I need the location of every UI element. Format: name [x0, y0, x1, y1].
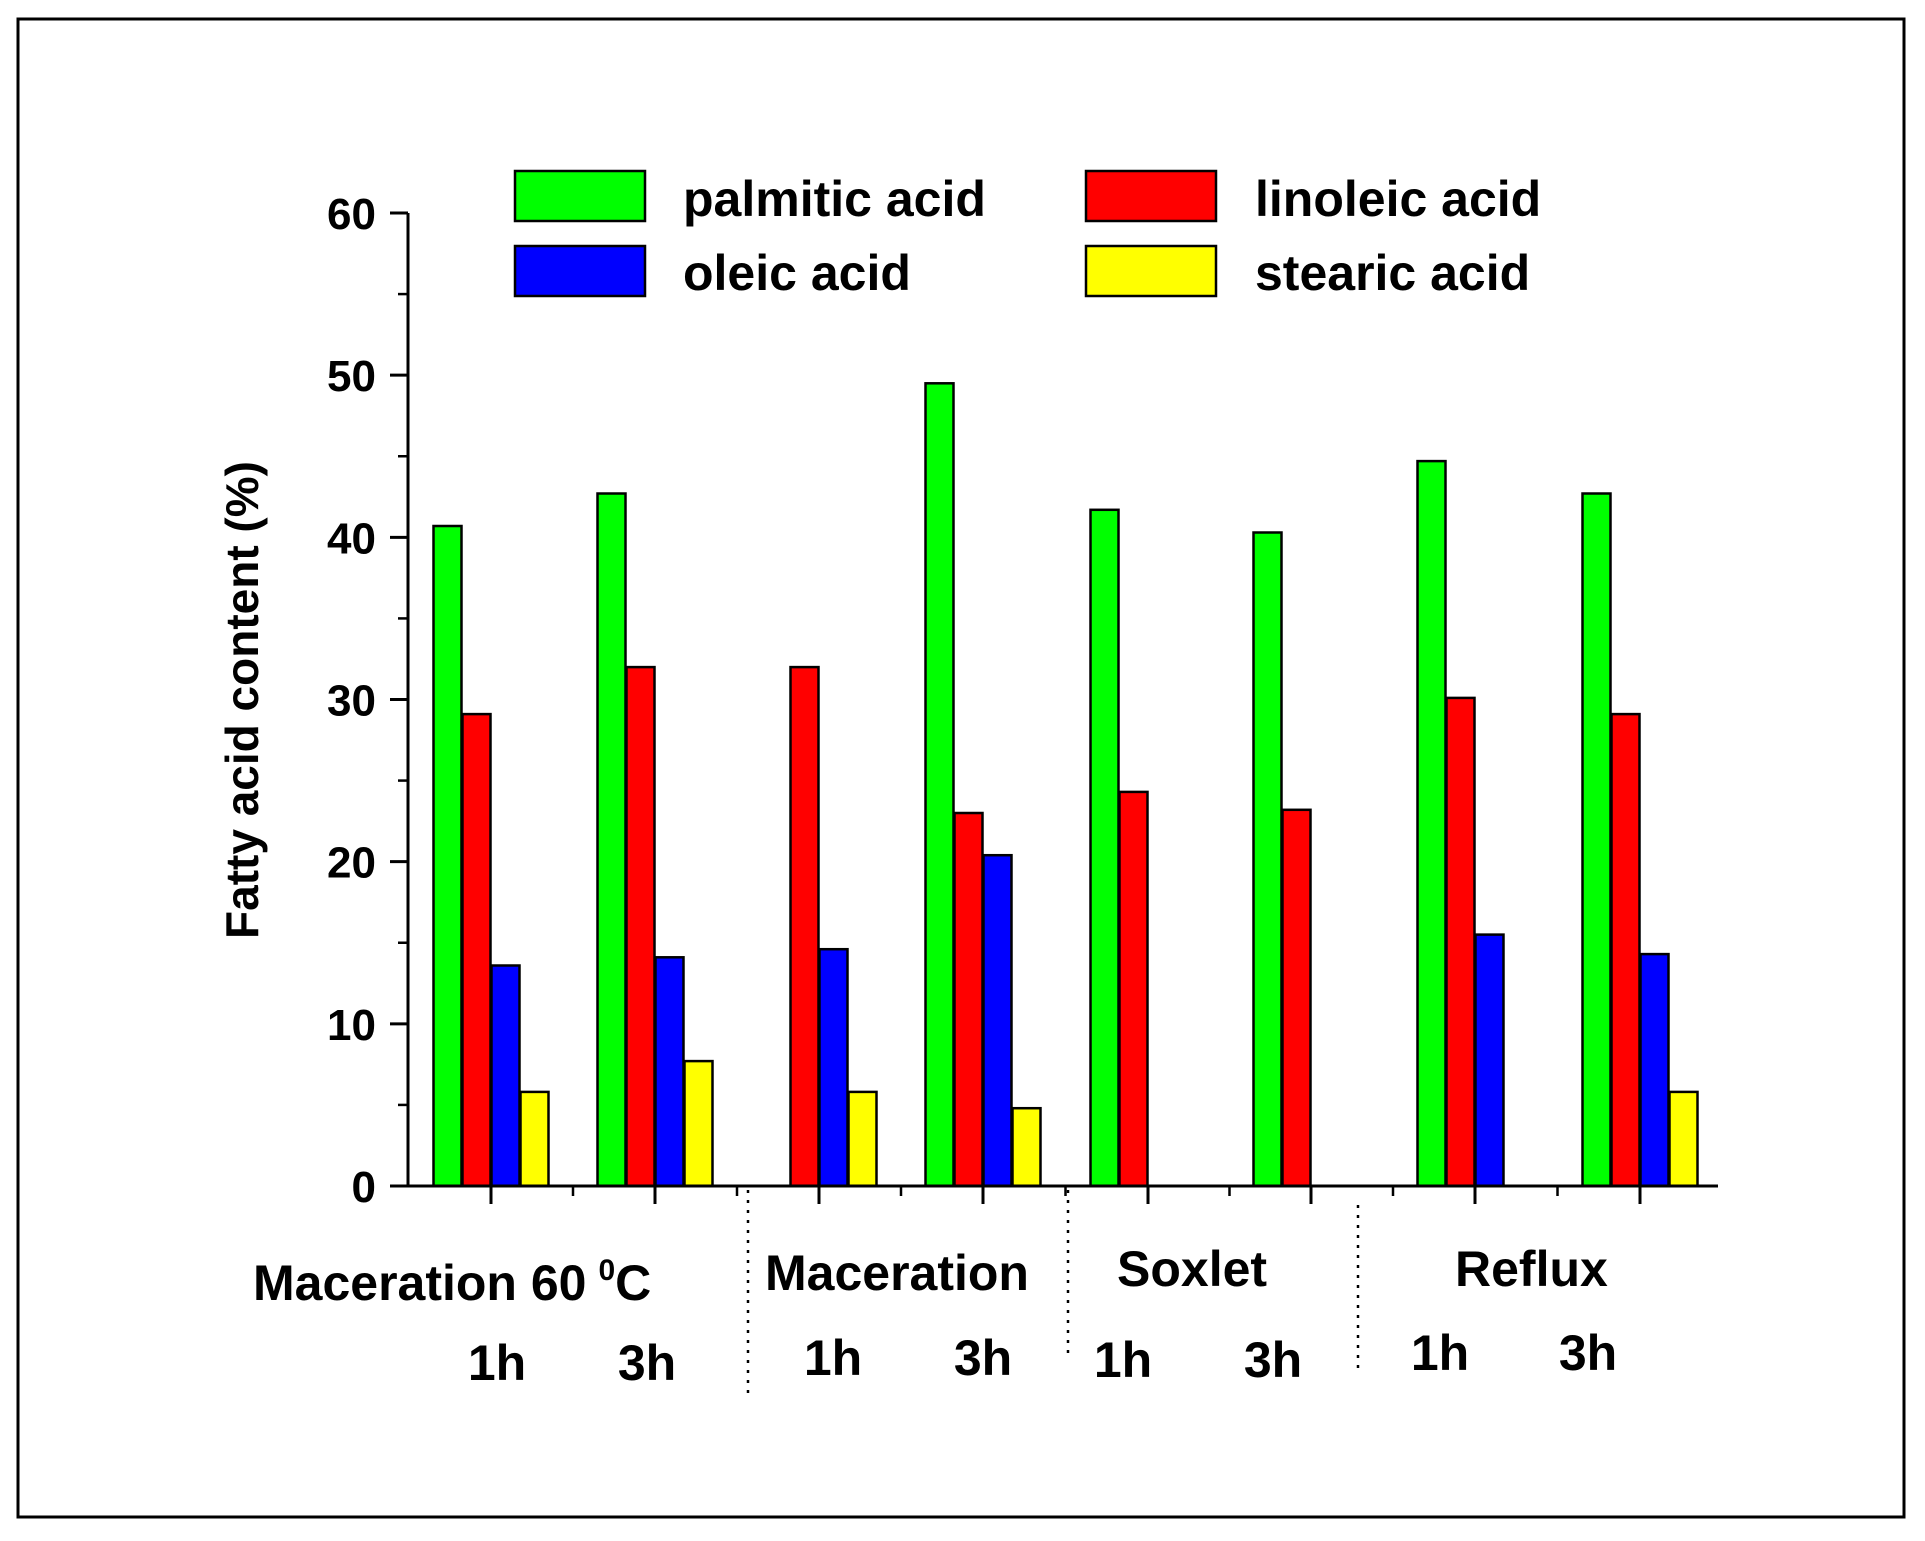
y-tick-label: 20 — [327, 839, 376, 888]
bar-stearic-acid-8 — [1668, 1090, 1699, 1188]
group-label-text: Soxlet — [1117, 1241, 1267, 1297]
y-tick-label: 50 — [327, 352, 376, 401]
bar-linoleic-acid-5 — [1118, 790, 1149, 1188]
group-label-4: Reflux — [1455, 1241, 1608, 1297]
y-tick-label: 60 — [327, 190, 376, 239]
legend-label-linoleic-acid: linoleic acid — [1255, 171, 1541, 227]
legend-swatch-linoleic-acid — [1084, 169, 1218, 223]
bar-linoleic-acid-8 — [1610, 712, 1641, 1188]
bar-oleic-acid-7 — [1474, 933, 1505, 1188]
group-label-1: Maceration 60 0C — [253, 1254, 651, 1311]
legend-label-palmitic-acid: palmitic acid — [683, 171, 986, 227]
bar-linoleic-acid-2 — [625, 665, 656, 1188]
bar-oleic-acid-3 — [818, 947, 849, 1188]
group-label-text: Maceration — [765, 1245, 1029, 1301]
bar-linoleic-acid-6 — [1281, 808, 1312, 1188]
bar-stearic-acid-3 — [847, 1090, 878, 1188]
x-tick-label: 3h — [1244, 1332, 1302, 1388]
y-tick-label: 10 — [327, 1001, 376, 1050]
legend: palmitic acid linoleic acid oleic acid stea… — [513, 169, 1541, 301]
y-tick-label: 0 — [352, 1163, 376, 1212]
group-label-suffix: C — [615, 1255, 651, 1311]
bar-stearic-acid-4 — [1011, 1106, 1042, 1188]
x-tick-label: 3h — [954, 1330, 1012, 1386]
legend-label-stearic-acid: stearic acid — [1255, 245, 1530, 301]
bar-palmitic-acid-2 — [596, 492, 627, 1188]
bar-palmitic-acid-4 — [924, 382, 955, 1188]
y-tick-label: 40 — [327, 514, 376, 563]
bar-palmitic-acid-6 — [1252, 531, 1283, 1188]
bar-stearic-acid-1 — [519, 1090, 550, 1188]
bar-linoleic-acid-3 — [789, 665, 820, 1188]
y-ticks: 0 10 20 30 40 50 60 — [327, 190, 408, 1212]
group-label-3: Soxlet — [1117, 1241, 1267, 1297]
bar-linoleic-acid-4 — [953, 811, 984, 1188]
bar-linoleic-acid-1 — [461, 712, 492, 1188]
bar-stearic-acid-2 — [683, 1059, 714, 1188]
y-axis-title: Fatty acid content (%) — [216, 461, 268, 939]
bar-linoleic-acid-7 — [1445, 696, 1476, 1188]
bar-palmitic-acid-5 — [1089, 508, 1120, 1188]
x-tick-label: 1h — [1094, 1332, 1152, 1388]
x-tick-label: 1h — [1411, 1325, 1469, 1381]
y-tick-label: 30 — [327, 677, 376, 726]
x-tick-label: 3h — [618, 1335, 676, 1391]
legend-swatch-palmitic-acid — [513, 169, 647, 223]
group-label-text: Maceration 60 — [253, 1255, 586, 1311]
group-labels: Maceration 60 0C 1h 3h Maceration 1h 3h Soxlet 1… — [253, 1241, 1617, 1391]
bar-palmitic-acid-1 — [432, 524, 463, 1188]
legend-swatch-stearic-acid — [1084, 244, 1218, 298]
bar-palmitic-acid-8 — [1581, 492, 1612, 1188]
x-tick-label: 1h — [468, 1335, 526, 1391]
group-label-superscript: 0 — [598, 1254, 615, 1287]
x-tick-label: 1h — [804, 1330, 862, 1386]
x-tick-label: 3h — [1559, 1325, 1617, 1381]
bar-oleic-acid-2 — [654, 956, 685, 1188]
legend-swatch-oleic-acid — [513, 244, 647, 298]
bar-oleic-acid-8 — [1639, 952, 1670, 1188]
x-ticks — [489, 1186, 1642, 1204]
bar-oleic-acid-1 — [490, 964, 521, 1188]
bar-palmitic-acid-7 — [1416, 459, 1447, 1188]
group-label-2: Maceration — [765, 1245, 1029, 1301]
group-label-text: Reflux — [1455, 1241, 1608, 1297]
bars — [432, 382, 1699, 1188]
legend-label-oleic-acid: oleic acid — [683, 245, 911, 301]
bar-oleic-acid-4 — [982, 853, 1013, 1188]
group-separators — [746, 1190, 1360, 1400]
